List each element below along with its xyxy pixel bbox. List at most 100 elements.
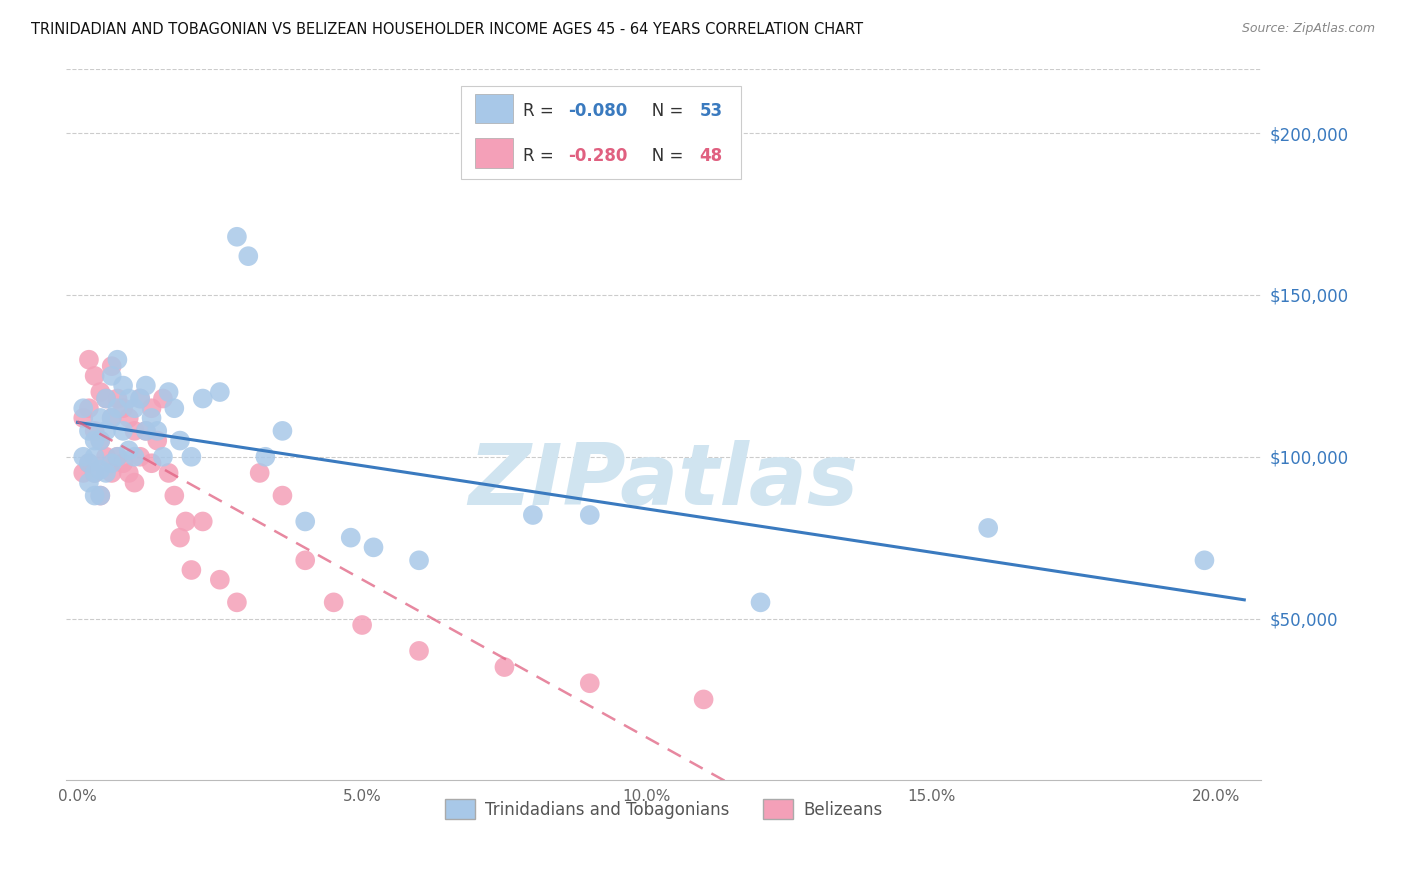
Point xyxy=(83,424,105,438)
Point xyxy=(118,443,141,458)
FancyBboxPatch shape xyxy=(461,87,741,178)
Point xyxy=(294,553,316,567)
Point xyxy=(271,424,294,438)
Point xyxy=(94,392,117,406)
Point xyxy=(191,515,214,529)
Point xyxy=(100,411,122,425)
Point xyxy=(124,475,146,490)
Point xyxy=(89,463,111,477)
Point xyxy=(322,595,344,609)
Point xyxy=(105,401,128,416)
Text: N =: N = xyxy=(637,103,689,120)
Point xyxy=(135,424,157,438)
Point xyxy=(77,456,100,470)
Point xyxy=(977,521,1000,535)
Point xyxy=(105,450,128,464)
Point xyxy=(692,692,714,706)
Point xyxy=(94,466,117,480)
Point xyxy=(89,434,111,448)
Point xyxy=(163,489,186,503)
Point xyxy=(112,378,135,392)
Point xyxy=(294,515,316,529)
Point xyxy=(112,424,135,438)
Point xyxy=(83,466,105,480)
Point xyxy=(124,424,146,438)
Point xyxy=(152,450,174,464)
Point xyxy=(129,392,152,406)
Point xyxy=(89,411,111,425)
Point xyxy=(749,595,772,609)
Point xyxy=(112,456,135,470)
Point xyxy=(208,573,231,587)
Point xyxy=(578,676,600,690)
Text: 48: 48 xyxy=(700,146,723,165)
Text: -0.280: -0.280 xyxy=(568,146,627,165)
Point xyxy=(180,563,202,577)
Point xyxy=(118,466,141,480)
Point xyxy=(135,378,157,392)
Point xyxy=(89,489,111,503)
Point xyxy=(352,618,374,632)
Text: ZIPatlas: ZIPatlas xyxy=(468,440,859,523)
Point xyxy=(83,466,105,480)
Point xyxy=(522,508,544,522)
Point xyxy=(191,392,214,406)
Point xyxy=(72,401,94,416)
Point xyxy=(83,434,105,448)
Point xyxy=(129,450,152,464)
Point xyxy=(72,450,94,464)
Point xyxy=(174,515,197,529)
Point xyxy=(100,466,122,480)
Point xyxy=(141,401,163,416)
Point xyxy=(238,249,260,263)
Text: R =: R = xyxy=(523,146,558,165)
Point xyxy=(124,450,146,464)
Point xyxy=(163,401,186,416)
Legend: Trinidadians and Tobagonians, Belizeans: Trinidadians and Tobagonians, Belizeans xyxy=(439,793,889,825)
FancyBboxPatch shape xyxy=(475,138,513,168)
Point xyxy=(124,401,146,416)
Point xyxy=(408,553,430,567)
Point xyxy=(363,541,385,555)
Point xyxy=(100,359,122,374)
Point xyxy=(135,424,157,438)
Point xyxy=(208,385,231,400)
Point xyxy=(77,475,100,490)
Point xyxy=(100,368,122,383)
Point xyxy=(226,229,249,244)
Point xyxy=(169,434,191,448)
Point xyxy=(578,508,600,522)
Point xyxy=(77,424,100,438)
Point xyxy=(89,385,111,400)
Point xyxy=(157,385,180,400)
Point xyxy=(83,489,105,503)
Point xyxy=(129,392,152,406)
Point xyxy=(89,434,111,448)
Point xyxy=(146,434,169,448)
Point xyxy=(249,466,271,480)
Text: R =: R = xyxy=(523,103,558,120)
Point xyxy=(146,424,169,438)
Point xyxy=(77,456,100,470)
Point xyxy=(77,401,100,416)
Point xyxy=(339,531,361,545)
Text: 53: 53 xyxy=(700,103,723,120)
Point xyxy=(94,392,117,406)
Text: TRINIDADIAN AND TOBAGONIAN VS BELIZEAN HOUSEHOLDER INCOME AGES 45 - 64 YEARS COR: TRINIDADIAN AND TOBAGONIAN VS BELIZEAN H… xyxy=(31,22,863,37)
Point xyxy=(89,489,111,503)
Point xyxy=(83,450,105,464)
Point xyxy=(180,450,202,464)
Point xyxy=(408,644,430,658)
Point xyxy=(77,352,100,367)
Point xyxy=(100,411,122,425)
Point xyxy=(1194,553,1216,567)
Point xyxy=(100,456,122,470)
FancyBboxPatch shape xyxy=(475,94,513,123)
Point xyxy=(105,352,128,367)
Point xyxy=(118,392,141,406)
Point xyxy=(494,660,516,674)
Point xyxy=(112,401,135,416)
Text: N =: N = xyxy=(637,146,689,165)
Point xyxy=(72,466,94,480)
Text: -0.080: -0.080 xyxy=(568,103,627,120)
